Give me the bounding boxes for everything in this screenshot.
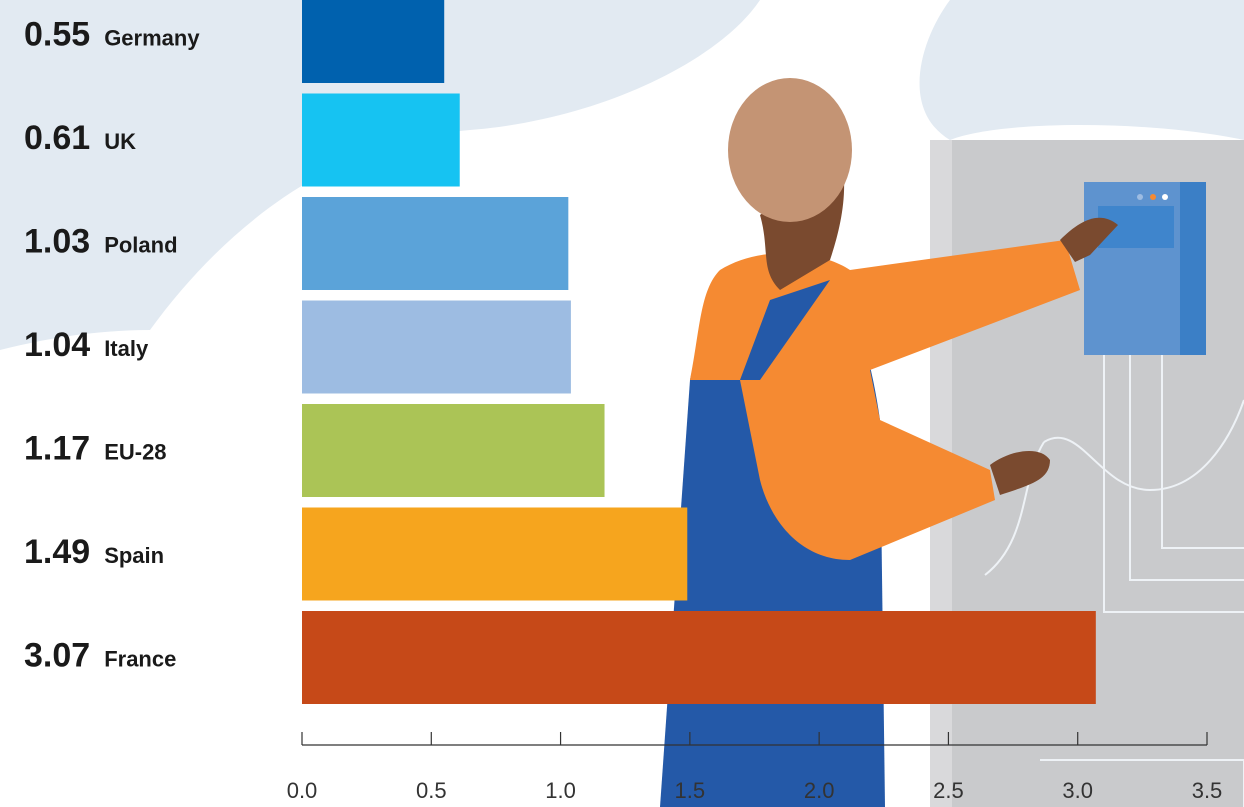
x-tick-label: 0.5 bbox=[416, 778, 447, 803]
value-label: 0.55 bbox=[24, 15, 90, 53]
value-label: 1.04 bbox=[24, 326, 90, 364]
bar bbox=[302, 507, 688, 601]
x-tick-label: 0.0 bbox=[287, 778, 318, 803]
value-label: 3.07 bbox=[24, 636, 90, 674]
value-label: 1.17 bbox=[24, 429, 90, 467]
bar bbox=[302, 93, 460, 187]
bar bbox=[302, 300, 571, 394]
category-label: Spain bbox=[104, 543, 164, 568]
value-label: 0.61 bbox=[24, 119, 90, 157]
category-label: EU-28 bbox=[104, 439, 166, 464]
x-tick-label: 2.0 bbox=[804, 778, 835, 803]
x-tick-label: 3.5 bbox=[1192, 778, 1223, 803]
x-tick-label: 3.0 bbox=[1062, 778, 1093, 803]
x-tick-label: 1.5 bbox=[675, 778, 706, 803]
value-label: 1.49 bbox=[24, 533, 90, 571]
bar bbox=[302, 611, 1096, 704]
bar bbox=[302, 0, 445, 83]
bar bbox=[302, 404, 605, 497]
category-label: Italy bbox=[104, 336, 149, 361]
category-label: Poland bbox=[104, 232, 177, 257]
x-tick-label: 2.5 bbox=[933, 778, 964, 803]
category-label: Germany bbox=[104, 25, 200, 50]
bar bbox=[302, 197, 569, 290]
value-label: 1.03 bbox=[24, 222, 90, 260]
x-tick-label: 1.0 bbox=[545, 778, 576, 803]
category-label: UK bbox=[104, 129, 136, 154]
category-label: France bbox=[104, 646, 176, 671]
